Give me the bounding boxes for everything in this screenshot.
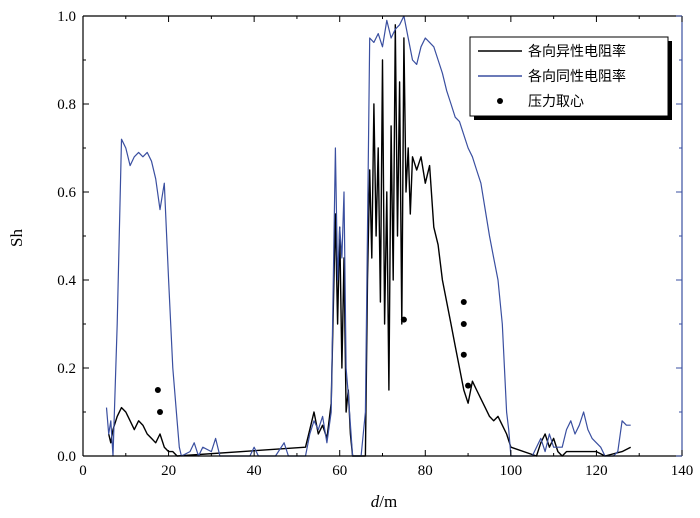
axes: 0 20 40 60 80 100 120 140 0.0 0.2 0.4 0.6 0.8 1.0 xyxy=(57,9,693,479)
legend-label: 压力取心 xyxy=(528,94,584,110)
x-tick-label: 100 xyxy=(500,463,523,479)
y-tick-label: 0.2 xyxy=(57,361,76,377)
x-tick-label: 20 xyxy=(161,463,176,479)
scatter-point xyxy=(154,387,161,393)
scatter-point xyxy=(465,382,472,389)
y-axis-title: Sh xyxy=(7,229,26,247)
scatter-point xyxy=(460,351,467,358)
scatter-point xyxy=(400,316,407,323)
x-tick-label: 120 xyxy=(585,463,608,479)
y-tick-label: 0.8 xyxy=(57,97,76,113)
plot-marks xyxy=(105,15,632,457)
legend-swatch-dot xyxy=(497,98,503,104)
x-tick-label: 140 xyxy=(671,463,694,479)
series-line-1 xyxy=(105,15,631,457)
y-tick-label: 0.4 xyxy=(57,273,76,289)
scatter-point xyxy=(460,321,467,327)
y-tick-label: 0.0 xyxy=(57,449,76,465)
x-tick-label: 80 xyxy=(418,463,433,479)
x-tick-label: 60 xyxy=(332,463,347,479)
scatter-point xyxy=(157,409,164,415)
series-line-0 xyxy=(108,24,632,457)
legend-label: 各向同性电阻率 xyxy=(528,68,626,85)
legend-label: 各向异性电阻率 xyxy=(528,43,626,60)
y-tick-label: 0.6 xyxy=(57,185,76,201)
x-tick-label: 40 xyxy=(247,463,262,479)
x-axis-title-unit: /m xyxy=(379,492,397,511)
y-tick-label: 1.0 xyxy=(57,9,76,25)
x-axis-title-var: d xyxy=(371,492,380,511)
scatter-point xyxy=(460,299,467,305)
x-tick-label: 0 xyxy=(79,463,87,479)
x-axis-title: d/m xyxy=(371,492,397,511)
